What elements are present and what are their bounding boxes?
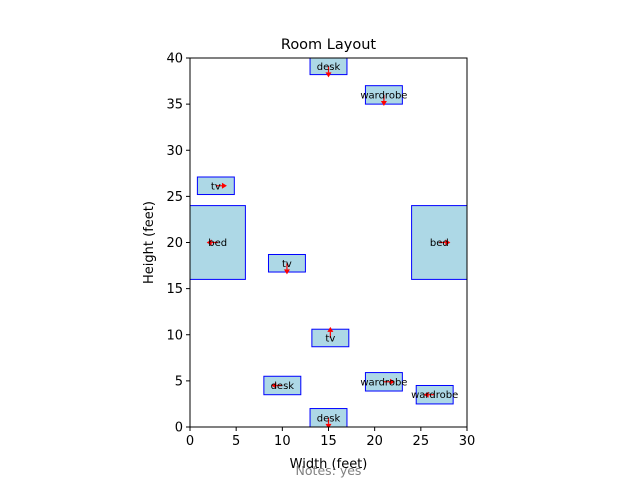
furniture-label: tv xyxy=(282,259,292,270)
furniture-wardrobe: wardrobe xyxy=(411,384,458,405)
x-tick-label: 5 xyxy=(232,434,240,449)
furniture-wardrobe: wardrobe xyxy=(360,372,407,392)
y-axis-label: Height (feet) xyxy=(142,201,157,284)
orientation-arrowhead xyxy=(327,326,334,332)
furniture-label: wardrobe xyxy=(411,390,458,401)
y-tick-label: 0 xyxy=(175,421,183,436)
y-tick-label: 25 xyxy=(166,190,183,205)
furniture-label: desk xyxy=(271,381,295,392)
orientation-arrowhead xyxy=(325,72,332,78)
furniture-tv: tv xyxy=(311,326,350,348)
orientation-arrowhead xyxy=(423,391,429,398)
orientation-arrowhead xyxy=(445,239,451,246)
orientation-arrowhead xyxy=(325,423,332,427)
x-tick-label: 30 xyxy=(459,434,476,449)
furniture-label: bed xyxy=(430,238,449,249)
furniture-label: bed xyxy=(208,238,227,249)
y-tick-label: 5 xyxy=(175,374,183,389)
furniture-tv: tv xyxy=(267,253,306,275)
x-tick-label: 20 xyxy=(366,434,383,449)
furniture-bed: bed xyxy=(190,205,246,280)
orientation-arrowhead xyxy=(206,239,212,246)
orientation-arrowhead xyxy=(283,269,290,275)
chart-title: Room Layout xyxy=(281,37,377,53)
x-tick-label: 0 xyxy=(186,434,194,449)
furniture-wardrobe: wardrobe xyxy=(360,85,407,106)
x-tick-label: 10 xyxy=(274,434,291,449)
furniture-tv: tv xyxy=(196,176,235,196)
furniture-bed: bed xyxy=(411,205,467,280)
y-tick-label: 35 xyxy=(166,98,183,113)
x-axis-label: Width (feet) xyxy=(290,457,368,472)
y-tick-label: 20 xyxy=(166,236,183,251)
furniture-desk: desk xyxy=(263,375,302,396)
footnote: Notes: yes xyxy=(296,463,362,478)
furniture-label: tv xyxy=(325,333,335,344)
furniture-label: wardrobe xyxy=(360,90,407,101)
furniture-box xyxy=(411,205,467,280)
x-tick-label: 25 xyxy=(413,434,430,449)
y-tick-label: 15 xyxy=(166,282,183,297)
y-tick-label: 10 xyxy=(166,328,183,343)
orientation-arrowhead xyxy=(221,182,227,189)
orientation-arrowhead xyxy=(271,382,277,389)
y-tick-label: 40 xyxy=(166,52,183,67)
y-tick-label: 30 xyxy=(166,144,183,159)
furniture-label: desk xyxy=(317,413,341,424)
furniture-box xyxy=(415,384,454,405)
orientation-arrowhead xyxy=(380,100,387,106)
furniture-label: tv xyxy=(211,181,221,192)
orientation-arrowhead xyxy=(389,378,395,385)
furniture-label: wardrobe xyxy=(360,377,407,388)
furniture-desk: desk xyxy=(309,58,348,78)
furniture-desk: desk xyxy=(309,408,348,427)
x-tick-label: 15 xyxy=(320,434,337,449)
furniture-label: desk xyxy=(317,62,341,73)
